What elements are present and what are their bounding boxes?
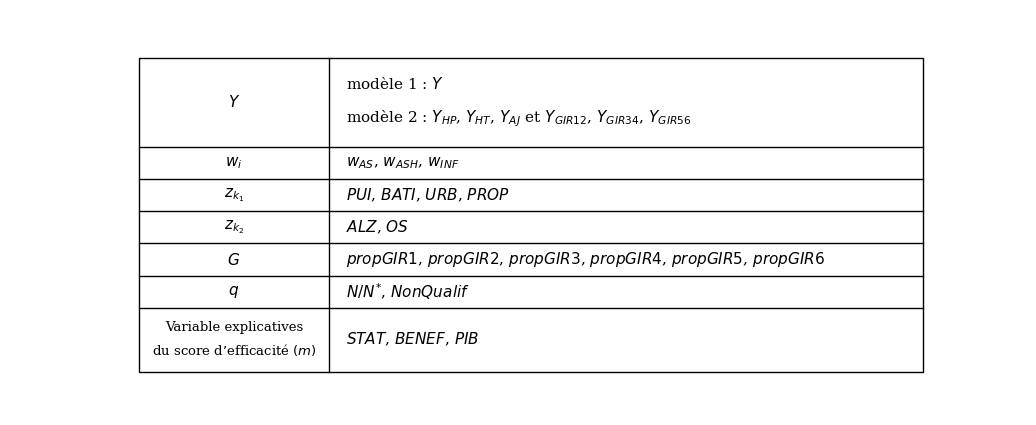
Text: $N/N^{*}$, $NonQualif$: $N/N^{*}$, $NonQualif$ [346, 281, 470, 302]
Text: modèle 2 : $Y_{HP}$, $Y_{HT}$, $Y_{AJ}$ et $Y_{GIR12}$, $Y_{GIR34}$, $Y_{GIR56}$: modèle 2 : $Y_{HP}$, $Y_{HT}$, $Y_{AJ}$ … [346, 108, 692, 129]
Text: $w_{AS}$, $w_{ASH}$, $w_{INF}$: $w_{AS}$, $w_{ASH}$, $w_{INF}$ [346, 156, 460, 171]
Text: modèle 1 : $Y$: modèle 1 : $Y$ [346, 76, 444, 93]
Text: $PUI$, $BATI$, $URB$, $PROP$: $PUI$, $BATI$, $URB$, $PROP$ [346, 187, 511, 204]
Text: $STAT$, $BENEF$, $PIB$: $STAT$, $BENEF$, $PIB$ [346, 331, 480, 348]
Text: Variable explicatives
du score d’efficacité $(m)$: Variable explicatives du score d’efficac… [151, 321, 316, 358]
Text: $ALZ$, $OS$: $ALZ$, $OS$ [346, 219, 409, 236]
Text: $z_{k_2}$: $z_{k_2}$ [224, 218, 244, 236]
Text: $w_i$: $w_i$ [225, 156, 242, 171]
Text: $propGIR1$, $propGIR2$, $propGIR3$, $propGIR4$, $propGIR5$, $propGIR6$: $propGIR1$, $propGIR2$, $propGIR3$, $pro… [346, 250, 826, 269]
Text: $z_{k_1}$: $z_{k_1}$ [224, 187, 244, 204]
Text: $Y$: $Y$ [228, 94, 240, 110]
Text: $G$: $G$ [228, 252, 240, 267]
Text: $q$: $q$ [228, 283, 239, 300]
